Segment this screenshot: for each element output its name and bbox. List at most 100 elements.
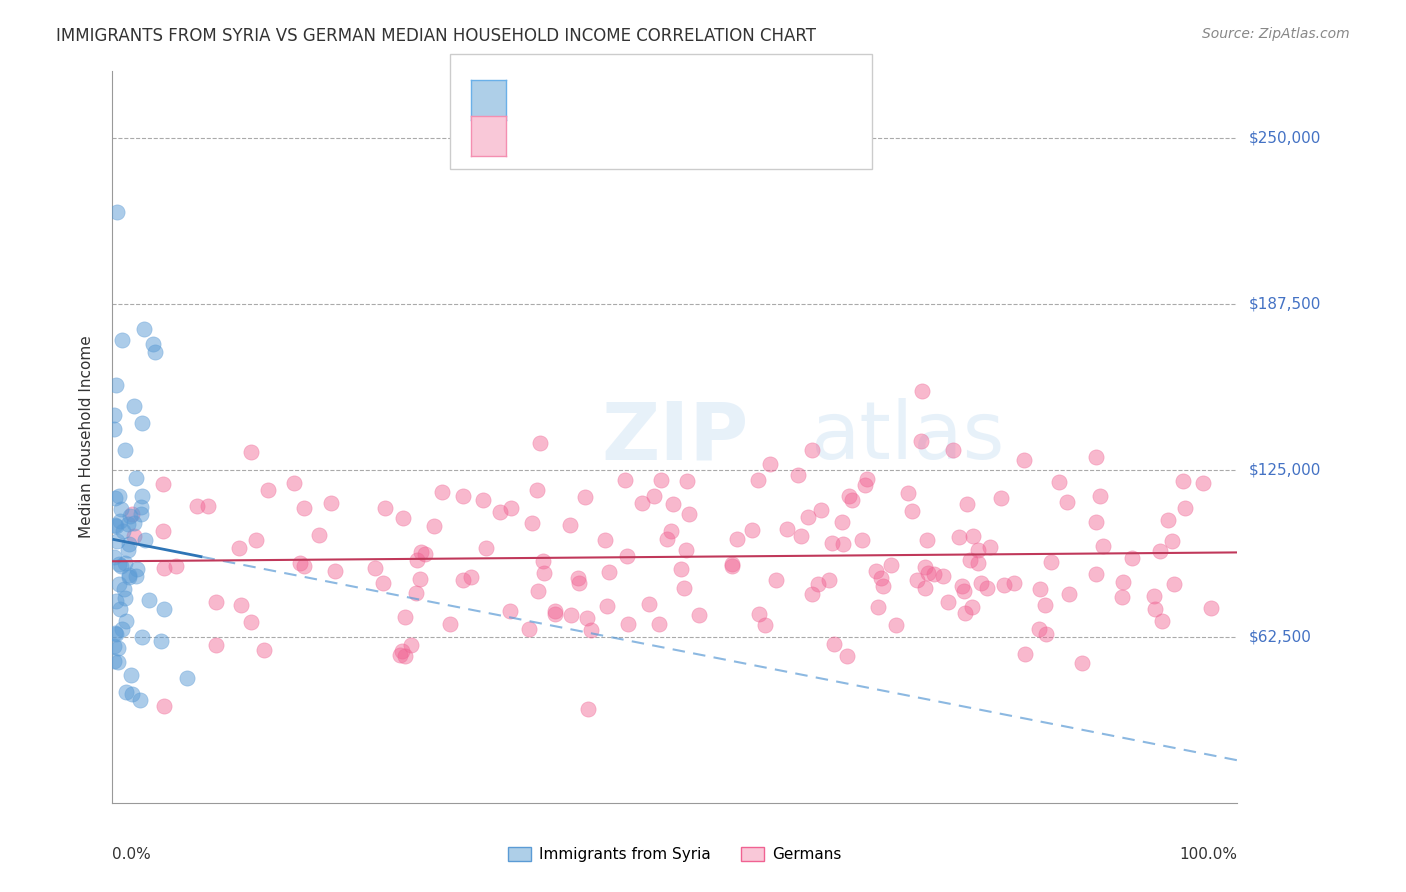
Point <box>107 655 129 669</box>
Point <box>544 604 567 618</box>
Point <box>104 627 127 641</box>
Point <box>676 474 699 488</box>
Point <box>520 516 543 530</box>
Point <box>152 699 174 714</box>
Point <box>910 434 932 448</box>
Point <box>1028 582 1050 596</box>
Point <box>451 489 474 503</box>
Point <box>754 617 776 632</box>
Point <box>107 557 129 571</box>
Point <box>1049 475 1071 489</box>
Point <box>533 566 555 581</box>
Point <box>405 585 427 599</box>
Point <box>122 400 145 414</box>
Point <box>432 485 454 500</box>
Point <box>970 576 993 591</box>
Point <box>953 584 976 599</box>
Point <box>240 615 263 630</box>
Point <box>688 608 710 623</box>
Point <box>471 493 494 508</box>
Point <box>914 581 936 595</box>
Point <box>105 534 128 549</box>
Point <box>955 606 977 620</box>
Point <box>114 556 136 570</box>
Point <box>165 559 187 574</box>
Point <box>143 344 166 359</box>
Point <box>579 623 602 637</box>
Point <box>1121 551 1143 566</box>
Point <box>292 558 315 573</box>
Point <box>818 574 841 588</box>
Point <box>789 529 811 543</box>
Point <box>240 444 263 458</box>
Point <box>499 604 522 618</box>
Point <box>558 518 581 533</box>
Point <box>105 594 128 608</box>
Point <box>118 568 141 582</box>
Point <box>391 511 413 525</box>
Point <box>499 500 522 515</box>
Point <box>283 476 305 491</box>
Point <box>574 490 596 504</box>
Point <box>568 575 591 590</box>
Point <box>111 524 134 538</box>
Point <box>841 493 863 508</box>
Text: $125,000: $125,000 <box>1249 463 1320 478</box>
Point <box>765 573 787 587</box>
Point <box>527 583 550 598</box>
Point <box>1149 544 1171 558</box>
Point <box>108 489 131 503</box>
Point <box>118 570 141 584</box>
Text: ZIP: ZIP <box>602 398 748 476</box>
Point <box>990 491 1012 505</box>
Point <box>567 571 589 585</box>
Point <box>413 547 436 561</box>
Point <box>103 654 125 668</box>
Point <box>835 649 858 664</box>
Point <box>150 634 173 648</box>
Point <box>1040 555 1063 569</box>
Point <box>1143 589 1166 603</box>
Point <box>231 598 253 612</box>
Point <box>776 523 799 537</box>
Point <box>204 638 226 652</box>
Point <box>120 508 142 523</box>
Point <box>1014 647 1036 661</box>
Point <box>932 568 955 582</box>
Point <box>993 578 1015 592</box>
Point <box>110 515 132 529</box>
Point <box>176 671 198 685</box>
Point <box>409 545 432 559</box>
Point <box>831 515 853 529</box>
Point <box>526 483 548 497</box>
Point <box>1199 600 1222 615</box>
Point <box>720 559 742 574</box>
Point <box>1111 590 1133 604</box>
Point <box>810 503 832 517</box>
Point <box>529 435 551 450</box>
Point <box>853 477 876 491</box>
Point <box>678 507 700 521</box>
Point <box>111 622 134 636</box>
Point <box>979 540 1001 554</box>
Point <box>1163 577 1185 591</box>
Point <box>648 617 671 632</box>
Point <box>117 516 139 531</box>
Point <box>129 693 152 707</box>
Point <box>319 496 342 510</box>
Point <box>856 472 879 486</box>
Point <box>1150 614 1173 628</box>
Point <box>121 508 143 522</box>
Point <box>675 543 697 558</box>
Point <box>125 470 148 484</box>
Point <box>489 505 512 519</box>
Point <box>787 467 810 482</box>
Point <box>1144 601 1167 615</box>
Point <box>114 442 136 457</box>
Point <box>112 582 135 596</box>
Point <box>748 607 770 621</box>
Point <box>371 575 394 590</box>
Point <box>1112 575 1135 590</box>
Point <box>475 541 498 555</box>
Point <box>959 553 981 567</box>
